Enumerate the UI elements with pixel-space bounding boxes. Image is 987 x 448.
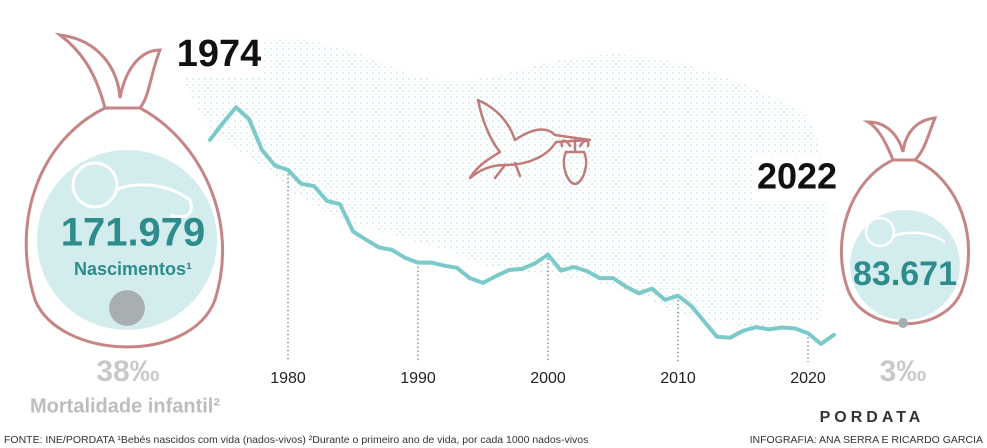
- logo: PORDATA: [820, 409, 925, 426]
- stork-icon: [468, 98, 592, 186]
- baby-icon: [864, 216, 946, 248]
- mortality-dot: [109, 290, 145, 326]
- births-start: 171.979: [61, 211, 206, 255]
- end-year: 2022: [757, 156, 837, 197]
- source-note: FONTE: INE/PORDATA ¹Bebés nascidos com v…: [4, 434, 588, 446]
- start-year: 1974: [177, 33, 262, 75]
- left-bag-fill: [37, 150, 217, 330]
- mortality-label: Mortalidade infantil²: [30, 395, 220, 417]
- credits: INFOGRAFIA: ANA SERRA E RICARDO GARCIA: [750, 434, 983, 446]
- x-tick-label: 2020: [790, 370, 826, 387]
- mortality-dot: [897, 317, 909, 329]
- baby-icon: [71, 161, 193, 219]
- x-tick-label: 1980: [270, 370, 306, 387]
- start-year-box: [174, 33, 264, 77]
- right-bag-fill: [850, 210, 960, 320]
- births-end: 83.671: [853, 255, 957, 293]
- x-tick-label: 2010: [660, 370, 696, 387]
- x-tick-label: 2000: [530, 370, 566, 387]
- left-bag: [24, 32, 225, 349]
- mortality-end: 3‰: [880, 355, 927, 388]
- mortality-start: 38‰: [96, 355, 159, 388]
- background-cloud: [180, 37, 829, 326]
- x-tick-label: 1990: [400, 370, 436, 387]
- births-line: [208, 105, 836, 346]
- end-year-box: [752, 156, 842, 200]
- births-label: Nascimentos¹: [74, 259, 192, 279]
